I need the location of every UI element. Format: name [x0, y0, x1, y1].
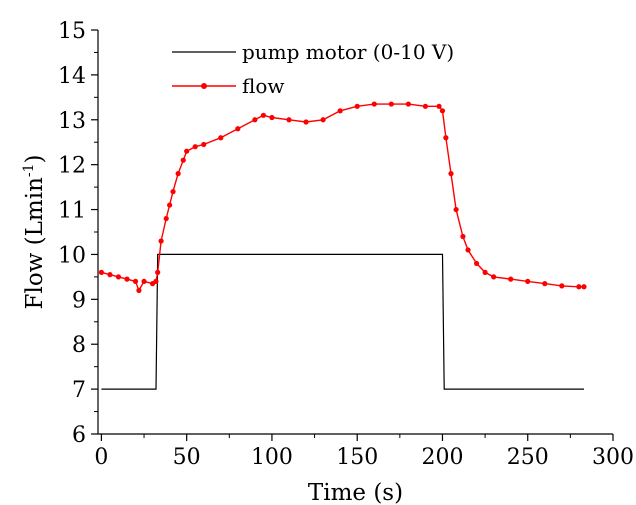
data-point-flow — [260, 112, 267, 118]
x-tick-label: 0 — [94, 445, 108, 470]
series-layer — [98, 101, 587, 390]
data-point-flow — [436, 103, 442, 109]
x-tick-label: 200 — [421, 445, 463, 470]
data-point-flow — [286, 117, 292, 123]
data-point-flow — [167, 202, 173, 208]
data-point-flow — [443, 135, 449, 141]
data-point-flow — [460, 233, 466, 240]
x-axis-title: Time (s) — [308, 480, 403, 505]
y-tick-label: 15 — [58, 19, 86, 44]
data-point-flow — [525, 278, 531, 284]
ticks: 0 50 100 150 200 250 300 6 7 8 9 10 11 12 13 14 15 — [58, 19, 634, 470]
series-line-pump-motor-0-10-v — [101, 253, 584, 390]
series-line-flow — [101, 103, 584, 293]
data-point-flow — [448, 171, 454, 177]
x-tick-label: 50 — [173, 445, 201, 470]
data-point-flow — [320, 117, 326, 123]
data-point-flow — [153, 278, 159, 284]
data-point-flow — [155, 269, 161, 275]
y-tick-label: 9 — [72, 288, 86, 313]
data-point-flow — [354, 103, 360, 109]
data-point-flow — [576, 284, 582, 290]
y-tick-label: 11 — [58, 199, 86, 224]
data-point-flow — [559, 283, 565, 289]
data-point-flow — [201, 141, 207, 148]
data-point-flow — [508, 276, 514, 282]
x-tick-label: 250 — [507, 445, 549, 470]
data-point-flow — [124, 276, 130, 282]
y-tick-label: 8 — [72, 333, 86, 358]
y-axis-title: Flow (Lmin-1) — [21, 154, 48, 309]
data-point-flow — [422, 103, 429, 109]
y-tick-label: 7 — [72, 378, 86, 403]
legend: pump motor (0-10 V) flow — [172, 40, 454, 98]
data-point-flow — [180, 157, 186, 163]
data-point-flow — [491, 274, 497, 280]
y-tick-label: 14 — [58, 64, 86, 89]
data-point-flow — [269, 114, 275, 121]
axes — [97, 30, 613, 435]
x-tick-label: 150 — [336, 445, 378, 470]
data-point-flow — [136, 287, 142, 293]
legend-label-flow: flow — [242, 74, 285, 98]
data-point-flow — [371, 101, 377, 107]
data-point-flow — [115, 274, 122, 280]
data-point-flow — [303, 119, 309, 125]
y-tick-label: 10 — [58, 243, 86, 268]
y-axis-title-superscript: -1 — [21, 163, 37, 177]
data-point-flow — [192, 144, 198, 150]
y-tick-label: 12 — [58, 154, 86, 179]
data-point-flow — [170, 189, 176, 195]
data-point-flow — [98, 269, 105, 275]
y-axis-title-close: ) — [22, 154, 48, 163]
data-point-flow — [141, 278, 147, 284]
y-tick-label: 6 — [72, 423, 86, 448]
data-point-flow — [581, 284, 587, 290]
legend-marker-flow — [201, 83, 207, 89]
data-point-flow — [107, 272, 113, 278]
data-point-flow — [473, 260, 480, 267]
data-point-flow — [175, 171, 181, 177]
legend-label-pump-motor: pump motor (0-10 V) — [242, 40, 454, 64]
data-point-flow — [132, 278, 139, 284]
data-point-flow — [482, 269, 488, 275]
data-point-flow — [163, 215, 169, 222]
x-tick-label: 300 — [592, 445, 634, 470]
data-point-flow — [184, 148, 190, 154]
data-point-flow — [439, 108, 446, 114]
data-point-flow — [465, 247, 471, 253]
data-point-flow — [252, 117, 258, 123]
data-point-flow — [542, 281, 548, 287]
data-point-flow — [453, 206, 459, 213]
y-tick-label: 13 — [58, 109, 86, 134]
data-point-flow — [218, 135, 224, 141]
data-point-flow — [337, 108, 343, 114]
x-tick-label: 100 — [251, 445, 293, 470]
data-point-flow — [158, 238, 164, 244]
data-point-flow — [388, 101, 394, 107]
data-point-flow — [235, 126, 241, 132]
y-axis-title-main: Flow (Lmin — [22, 177, 48, 310]
data-point-flow — [405, 101, 411, 107]
